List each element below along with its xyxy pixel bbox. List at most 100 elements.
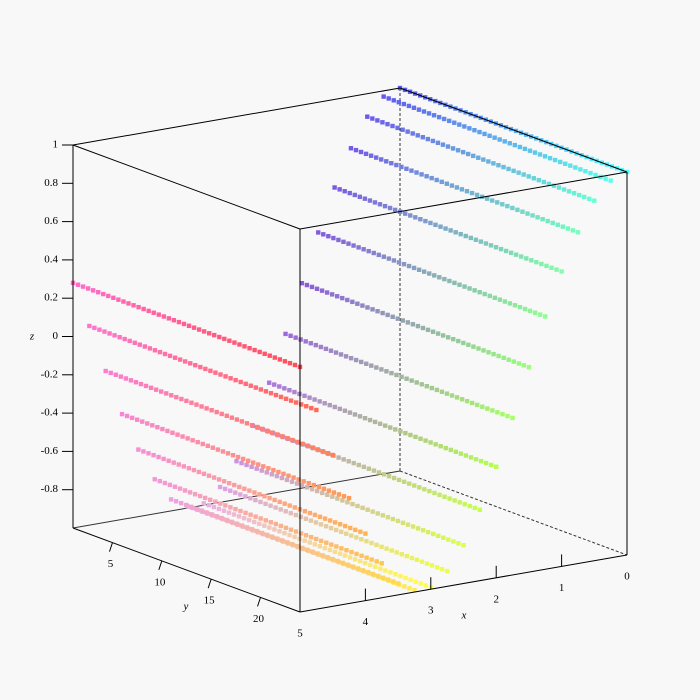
surface-point [500,411,505,417]
surface-point [449,393,455,398]
surface-point [253,514,258,519]
surface-point [527,148,533,153]
surface-point [405,320,411,325]
surface-point [303,533,309,538]
surface-point [175,432,180,437]
surface-point [473,237,479,242]
surface-point [540,216,545,222]
surface-point [293,400,299,405]
surface-point [193,362,198,368]
surface-point [252,519,257,525]
surface-point [349,549,354,555]
surface-point [222,336,227,342]
surface-point [520,209,525,214]
surface-point [491,161,496,166]
surface-point [384,369,389,374]
surface-point [427,488,432,494]
surface-point [526,364,532,370]
surface-point [461,340,466,346]
surface-point [544,263,549,269]
surface-point [588,170,593,176]
surface-point [278,507,283,512]
surface-point [182,359,188,364]
surface-point [316,484,321,490]
surface-point [420,528,426,533]
surface-point [292,505,297,510]
box-edge [72,144,301,230]
front-edges: 1 0.8 0.6 0.4 0.2 0 -0.2 -0.4 -0.6 -0.8 5 10 15 20 0 1 2… [41,87,630,640]
surface-point [375,308,380,314]
surface-point [496,353,501,359]
surface-point [128,378,134,383]
surface-point [454,185,460,190]
surface-point [464,188,470,194]
surface-point [111,295,116,301]
surface-point [455,148,461,153]
surface-point [308,518,314,523]
surface-point [480,404,485,409]
surface-point [209,408,214,413]
surface-point [487,293,492,299]
surface-point [346,495,352,501]
surface-point [456,338,461,344]
surface-point [457,122,462,127]
surface-point [451,539,456,544]
surface-point [582,194,587,200]
surface-point [351,243,356,248]
surface-point [329,292,335,297]
surface-point [538,312,543,317]
surface-point [162,480,168,486]
surface-point [350,299,355,305]
surface-point [227,480,232,486]
surface-point [446,537,451,542]
z-tick-label: 0 [53,330,59,342]
surface-point [309,405,314,411]
surface-point [345,297,350,303]
surface-point [239,460,244,466]
surface-point [262,351,267,357]
surface-point [248,383,253,388]
surface-point [444,181,449,186]
surface-point [263,518,268,523]
surface-point [196,327,202,332]
surface-point [563,161,568,166]
surface-point [353,527,358,533]
surface-point [304,485,310,490]
surface-point [234,417,240,422]
surface-point [428,440,433,445]
surface-point [234,521,239,526]
surface-point [287,360,293,366]
surface-point [249,527,255,532]
surface-point [268,503,273,508]
surface-point [302,508,308,514]
surface-point [529,258,534,263]
surface-point [348,355,354,361]
surface-point [425,327,431,333]
surface-point [326,234,331,239]
surface-point [452,120,457,125]
surface-point [340,560,345,566]
surface-point [388,425,393,430]
surface-point [380,120,385,125]
surface-point [327,402,332,408]
surface-point [272,355,277,360]
surface-point [463,453,469,458]
surface-point [113,372,118,377]
surface-point [418,217,423,222]
surface-point [319,538,324,544]
surface-point [434,565,440,570]
surface-point [352,557,358,562]
surface-point [299,402,304,407]
surface-point [357,194,363,200]
surface-point [102,329,107,334]
surface-point [390,579,396,584]
surface-point [395,316,400,321]
surface-point [383,568,388,573]
surface-point [379,544,384,549]
surface-point [459,187,465,192]
surface-point [87,323,92,329]
surface-point [332,549,338,555]
surface-point [310,549,315,554]
surface-point [439,389,445,394]
surface-point [380,310,385,316]
